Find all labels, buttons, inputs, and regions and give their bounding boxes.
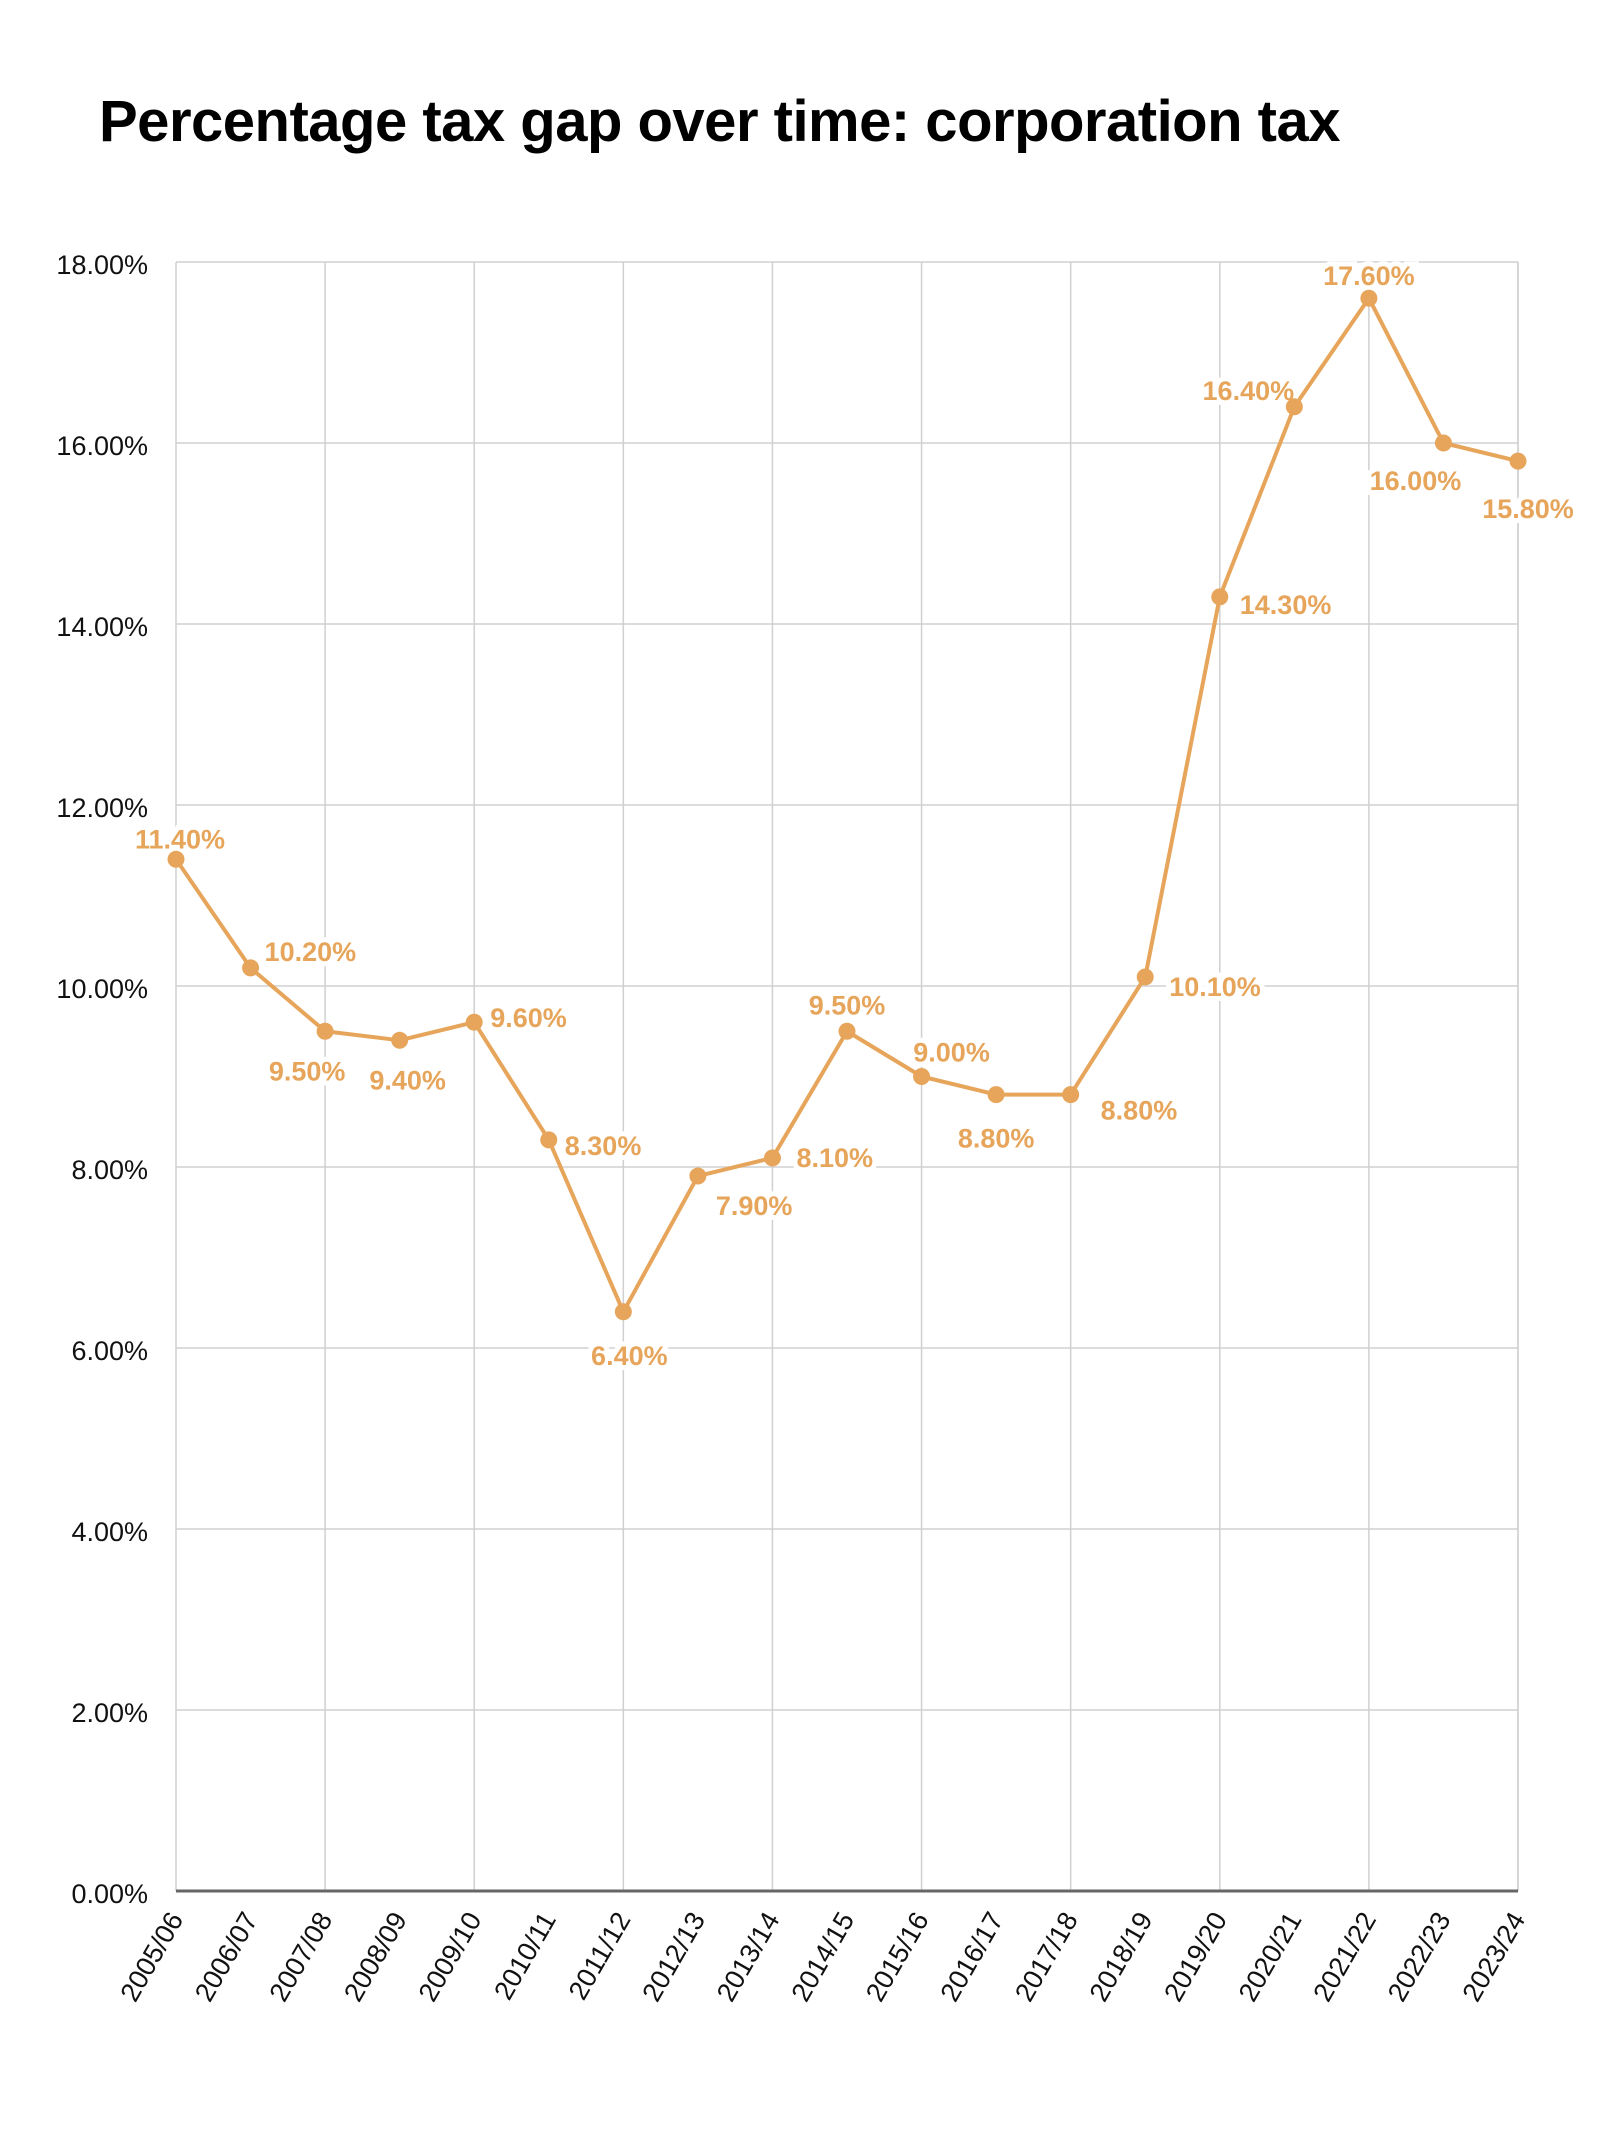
data-label: 7.90% bbox=[716, 1191, 793, 1221]
data-point bbox=[1211, 588, 1229, 606]
data-label: 11.40% bbox=[135, 824, 225, 854]
x-tick-label: 2010/11 bbox=[488, 1907, 562, 2005]
y-tick-label: 14.00% bbox=[56, 612, 148, 642]
x-tick-label: 2008/09 bbox=[338, 1907, 413, 2007]
x-tick-label: 2015/16 bbox=[860, 1907, 935, 2007]
data-label: 9.60% bbox=[490, 1003, 567, 1033]
data-point bbox=[689, 1167, 707, 1185]
data-point bbox=[763, 1149, 781, 1167]
x-tick-label: 2012/13 bbox=[636, 1907, 711, 2007]
x-tick-label: 2017/18 bbox=[1009, 1907, 1084, 2007]
y-tick-label: 10.00% bbox=[56, 974, 148, 1004]
y-tick-label: 8.00% bbox=[71, 1155, 148, 1185]
chart-title: Percentage tax gap over time: corporatio… bbox=[99, 89, 1340, 154]
data-label: 9.50% bbox=[809, 990, 886, 1020]
x-tick-label: 2018/19 bbox=[1084, 1907, 1159, 2007]
data-point bbox=[316, 1022, 334, 1040]
x-tick-label: 2011/12 bbox=[563, 1907, 637, 2005]
data-point bbox=[167, 850, 185, 868]
x-tick-label: 2020/21 bbox=[1233, 1907, 1308, 2007]
y-tick-label: 4.00% bbox=[71, 1517, 148, 1547]
data-label: 8.30% bbox=[565, 1131, 642, 1161]
x-tick-label: 2021/22 bbox=[1307, 1907, 1382, 2007]
data-label: 8.80% bbox=[958, 1124, 1035, 1154]
data-label: 8.10% bbox=[796, 1143, 873, 1173]
data-label: 9.50% bbox=[269, 1056, 346, 1086]
data-point bbox=[1434, 434, 1452, 452]
data-point bbox=[913, 1068, 931, 1085]
x-tick-label: 2019/20 bbox=[1158, 1907, 1233, 2007]
x-tick-label: 2005/06 bbox=[114, 1907, 189, 2007]
data-label: 8.80% bbox=[1101, 1096, 1178, 1126]
data-label: 14.30% bbox=[1240, 590, 1332, 620]
data-label: 10.10% bbox=[1169, 972, 1261, 1002]
x-tick-label: 2022/23 bbox=[1382, 1907, 1457, 2007]
data-label: 6.40% bbox=[591, 1341, 668, 1371]
data-point bbox=[1062, 1086, 1080, 1104]
x-tick-label: 2016/17 bbox=[935, 1907, 1010, 2007]
x-tick-label: 2014/15 bbox=[785, 1907, 860, 2007]
data-label: 16.00% bbox=[1370, 466, 1462, 496]
data-label: 16.40% bbox=[1203, 376, 1295, 406]
data-label: 15.80% bbox=[1482, 494, 1574, 524]
data-point bbox=[838, 1022, 856, 1040]
data-point bbox=[391, 1031, 409, 1049]
data-point bbox=[465, 1013, 483, 1031]
data-point bbox=[1285, 398, 1303, 416]
data-point bbox=[540, 1131, 558, 1149]
data-label: 9.00% bbox=[913, 1038, 990, 1068]
data-point bbox=[1360, 289, 1378, 307]
data-point bbox=[242, 959, 260, 977]
data-label: 10.20% bbox=[265, 937, 357, 967]
data-label: 9.40% bbox=[369, 1065, 446, 1095]
x-tick-label: 2006/07 bbox=[189, 1907, 264, 2007]
y-tick-label: 16.00% bbox=[56, 431, 148, 461]
data-point bbox=[1509, 452, 1527, 470]
y-tick-label: 6.00% bbox=[71, 1336, 148, 1366]
data-point bbox=[1136, 968, 1154, 986]
y-tick-label: 18.00% bbox=[56, 250, 148, 280]
x-tick-label: 2009/10 bbox=[413, 1907, 488, 2007]
y-tick-label: 12.00% bbox=[56, 793, 148, 823]
data-label: 17.60% bbox=[1323, 261, 1415, 291]
data-point bbox=[987, 1086, 1005, 1104]
y-tick-label: 2.00% bbox=[71, 1698, 148, 1728]
x-tick-label: 2013/14 bbox=[711, 1907, 786, 2007]
data-point bbox=[614, 1303, 632, 1321]
x-tick-label: 2023/24 bbox=[1456, 1907, 1531, 2007]
x-tick-label: 2007/08 bbox=[264, 1907, 339, 2007]
y-tick-label: 0.00% bbox=[71, 1879, 148, 1909]
